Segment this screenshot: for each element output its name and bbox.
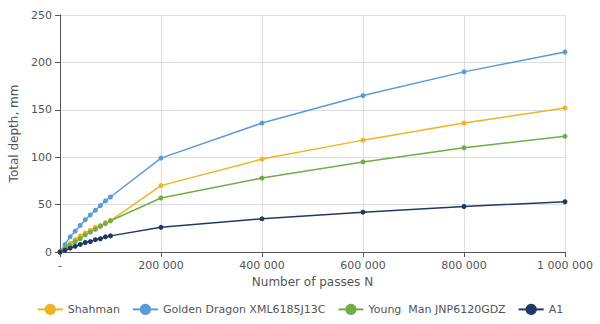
svg-text:Young Man JNP6120GDZ: Young Man JNP6120GDZ: [367, 303, 506, 316]
svg-text:100: 100: [31, 151, 52, 164]
svg-text:Number of passes N: Number of passes N: [252, 275, 373, 289]
svg-text:150: 150: [31, 103, 52, 116]
svg-text:250: 250: [31, 9, 52, 22]
svg-text:Shahman: Shahman: [68, 303, 120, 316]
svg-text:200: 200: [31, 56, 52, 69]
svg-text:1 000 000: 1 000 000: [537, 259, 593, 272]
svg-text:0: 0: [45, 246, 52, 259]
svg-text:600 000: 600 000: [340, 259, 386, 272]
svg-text:800 000: 800 000: [441, 259, 487, 272]
svg-text:A1: A1: [549, 303, 564, 316]
svg-text:200 000: 200 000: [138, 259, 184, 272]
svg-text:-: -: [58, 259, 62, 272]
svg-text:400 000: 400 000: [239, 259, 285, 272]
svg-text:50: 50: [38, 198, 52, 211]
svg-text:Total depth, mm: Total depth, mm: [7, 85, 21, 184]
svg-text:Golden Dragon XML6185J13C: Golden Dragon XML6185J13C: [163, 303, 326, 316]
